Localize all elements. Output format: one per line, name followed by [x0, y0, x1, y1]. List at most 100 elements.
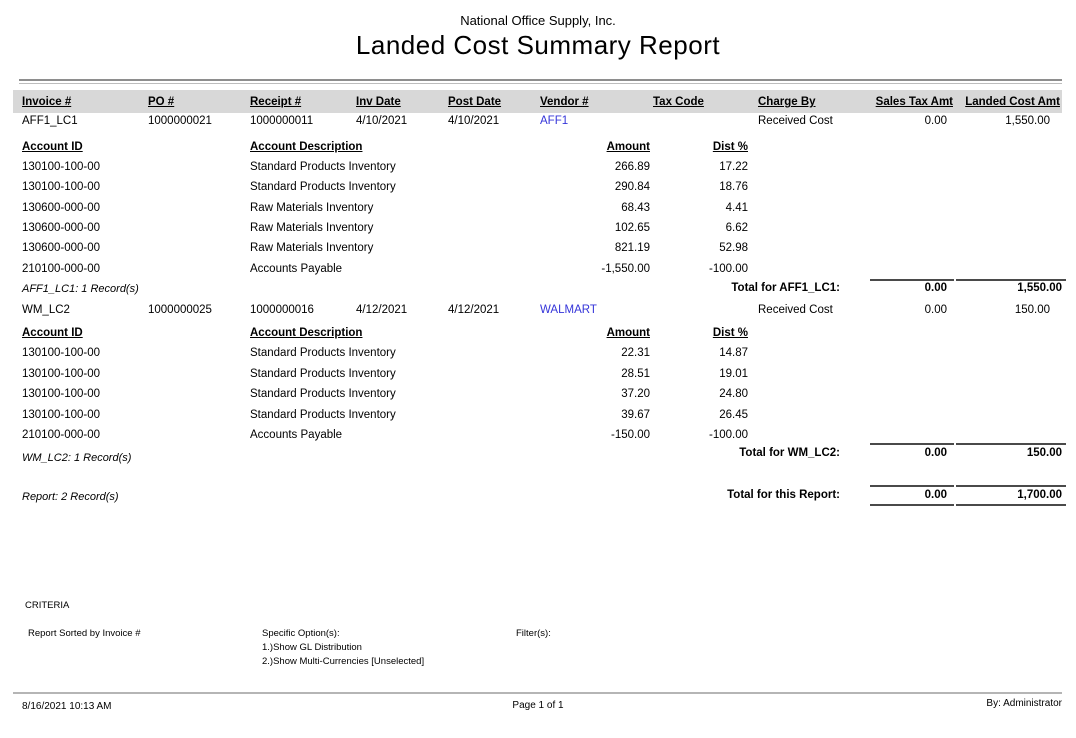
post-date-cell: 4/10/2021	[448, 115, 500, 127]
account-id-cell: 130600-000-00	[22, 242, 101, 254]
dist-pct-cell: 14.87	[719, 347, 748, 359]
account-desc-cell: Accounts Payable	[250, 429, 343, 441]
criteria-sorted-by: Report Sorted by Invoice #	[28, 628, 141, 639]
invoice-total-sales-tax: 0.00	[924, 447, 947, 459]
inv-date-cell: 4/10/2021	[356, 115, 408, 127]
total-overline-sales-tax	[870, 279, 954, 281]
top-rule-light	[19, 83, 1062, 84]
report-total-underline-landed-cost	[956, 504, 1066, 506]
column-header-band	[13, 90, 1062, 113]
account-desc-cell: Raw Materials Inventory	[250, 202, 374, 214]
footer-rule	[13, 692, 1062, 694]
vendor-link[interactable]: AFF1	[540, 115, 569, 127]
landed-cost-amt-cell: 150.00	[1014, 304, 1050, 316]
total-overline-landed-cost	[956, 279, 1066, 281]
landed-cost-amt-cell: 1,550.00	[1005, 115, 1050, 127]
col-header-sales-tax: Sales Tax Amt	[875, 96, 953, 108]
total-overline-landed-cost	[956, 443, 1066, 445]
col-header-charge-by: Charge By	[758, 96, 816, 108]
po-number-cell: 1000000025	[148, 304, 212, 316]
criteria-specific-options-label: Specific Option(s):	[262, 628, 340, 639]
footer-by-user: By: Administrator	[986, 698, 1062, 709]
amount-cell: 37.20	[621, 388, 650, 400]
receipt-number-cell: 1000000016	[250, 304, 314, 316]
criteria-filters-label: Filter(s):	[516, 628, 551, 639]
report-total-landed-cost: 1,700.00	[1017, 489, 1062, 501]
amount-cell: 28.51	[621, 368, 650, 380]
dist-pct-cell: 17.22	[719, 161, 748, 173]
dist-pct-cell: 26.45	[719, 409, 748, 421]
record-count-label: WM_LC2: 1 Record(s)	[22, 452, 132, 464]
subcol-header-amount: Amount	[606, 327, 650, 339]
po-number-cell: 1000000021	[148, 115, 212, 127]
dist-pct-cell: 52.98	[719, 242, 748, 254]
page-title: Landed Cost Summary Report	[355, 30, 721, 60]
subcol-header-account-id: Account ID	[22, 327, 83, 339]
subcol-header-dist: Dist %	[712, 327, 748, 339]
amount-cell: 68.43	[621, 202, 650, 214]
col-header-inv-date: Inv Date	[356, 96, 401, 108]
charge-by-cell: Received Cost	[758, 304, 833, 316]
footer-datetime: 8/16/2021 10:13 AM	[22, 701, 112, 712]
amount-cell: -1,550.00	[601, 263, 650, 275]
account-id-cell: 130100-100-00	[22, 161, 101, 173]
subcol-header-account-desc: Account Description	[250, 327, 363, 339]
account-id-cell: 130600-000-00	[22, 202, 101, 214]
subcol-header-dist: Dist %	[712, 141, 748, 153]
dist-pct-cell: -100.00	[708, 429, 748, 441]
subcol-header-amount: Amount	[606, 141, 650, 153]
footer-page-number: Page 1 of 1	[512, 700, 564, 711]
amount-cell: 290.84	[614, 181, 650, 193]
dist-pct-cell: 4.41	[725, 202, 748, 214]
report-total-label: Total for this Report:	[727, 489, 840, 501]
account-id-cell: 130100-100-00	[22, 181, 101, 193]
col-header-invoice: Invoice #	[22, 96, 72, 108]
vendor-link[interactable]: WALMART	[540, 304, 597, 316]
dist-pct-cell: 24.80	[719, 388, 748, 400]
sales-tax-amt-cell: 0.00	[924, 115, 947, 127]
account-id-cell: 210100-000-00	[22, 429, 101, 441]
amount-cell: 102.65	[614, 222, 650, 234]
subcol-header-account-id: Account ID	[22, 141, 83, 153]
amount-cell: 22.31	[621, 347, 650, 359]
total-overline-sales-tax	[870, 443, 954, 445]
invoice-total-label: Total for WM_LC2:	[739, 447, 840, 459]
subcol-header-account-desc: Account Description	[250, 141, 363, 153]
col-header-landed-cost: Landed Cost Amt	[965, 96, 1060, 108]
amount-cell: -150.00	[610, 429, 650, 441]
receipt-number-cell: 1000000011	[250, 115, 314, 127]
invoice-number-cell: WM_LC2	[22, 304, 70, 316]
account-desc-cell: Raw Materials Inventory	[250, 242, 374, 254]
report-total-underline-sales-tax	[870, 504, 954, 506]
amount-cell: 821.19	[614, 242, 650, 254]
report-total-overline-landed-cost	[956, 485, 1066, 487]
record-count-label: AFF1_LC1: 1 Record(s)	[22, 283, 139, 295]
invoice-total-landed-cost: 150.00	[1026, 447, 1062, 459]
inv-date-cell: 4/12/2021	[356, 304, 408, 316]
invoice-number-cell: AFF1_LC1	[22, 115, 78, 127]
criteria-option: 1.)Show GL Distribution	[262, 642, 362, 653]
account-id-cell: 210100-000-00	[22, 263, 101, 275]
col-header-tax-code: Tax Code	[653, 96, 704, 108]
account-desc-cell: Standard Products Inventory	[250, 388, 396, 400]
company-name: National Office Supply, Inc.	[460, 13, 616, 28]
dist-pct-cell: 19.01	[719, 368, 748, 380]
account-desc-cell: Standard Products Inventory	[250, 161, 396, 173]
account-desc-cell: Standard Products Inventory	[250, 409, 396, 421]
account-desc-cell: Accounts Payable	[250, 263, 343, 275]
sales-tax-amt-cell: 0.00	[924, 304, 947, 316]
dist-pct-cell: 18.76	[719, 181, 748, 193]
report-total-sales-tax: 0.00	[924, 489, 947, 501]
amount-cell: 39.67	[621, 409, 650, 421]
top-rule-dark	[19, 79, 1062, 81]
account-desc-cell: Standard Products Inventory	[250, 347, 396, 359]
post-date-cell: 4/12/2021	[448, 304, 500, 316]
col-header-vendor: Vendor #	[540, 96, 589, 108]
invoice-total-sales-tax: 0.00	[924, 282, 947, 294]
criteria-option: 2.)Show Multi-Currencies [Unselected]	[262, 656, 425, 667]
invoice-total-landed-cost: 1,550.00	[1017, 282, 1062, 294]
account-id-cell: 130600-000-00	[22, 222, 101, 234]
report-record-count-label: Report: 2 Record(s)	[22, 491, 119, 503]
account-id-cell: 130100-100-00	[22, 347, 101, 359]
